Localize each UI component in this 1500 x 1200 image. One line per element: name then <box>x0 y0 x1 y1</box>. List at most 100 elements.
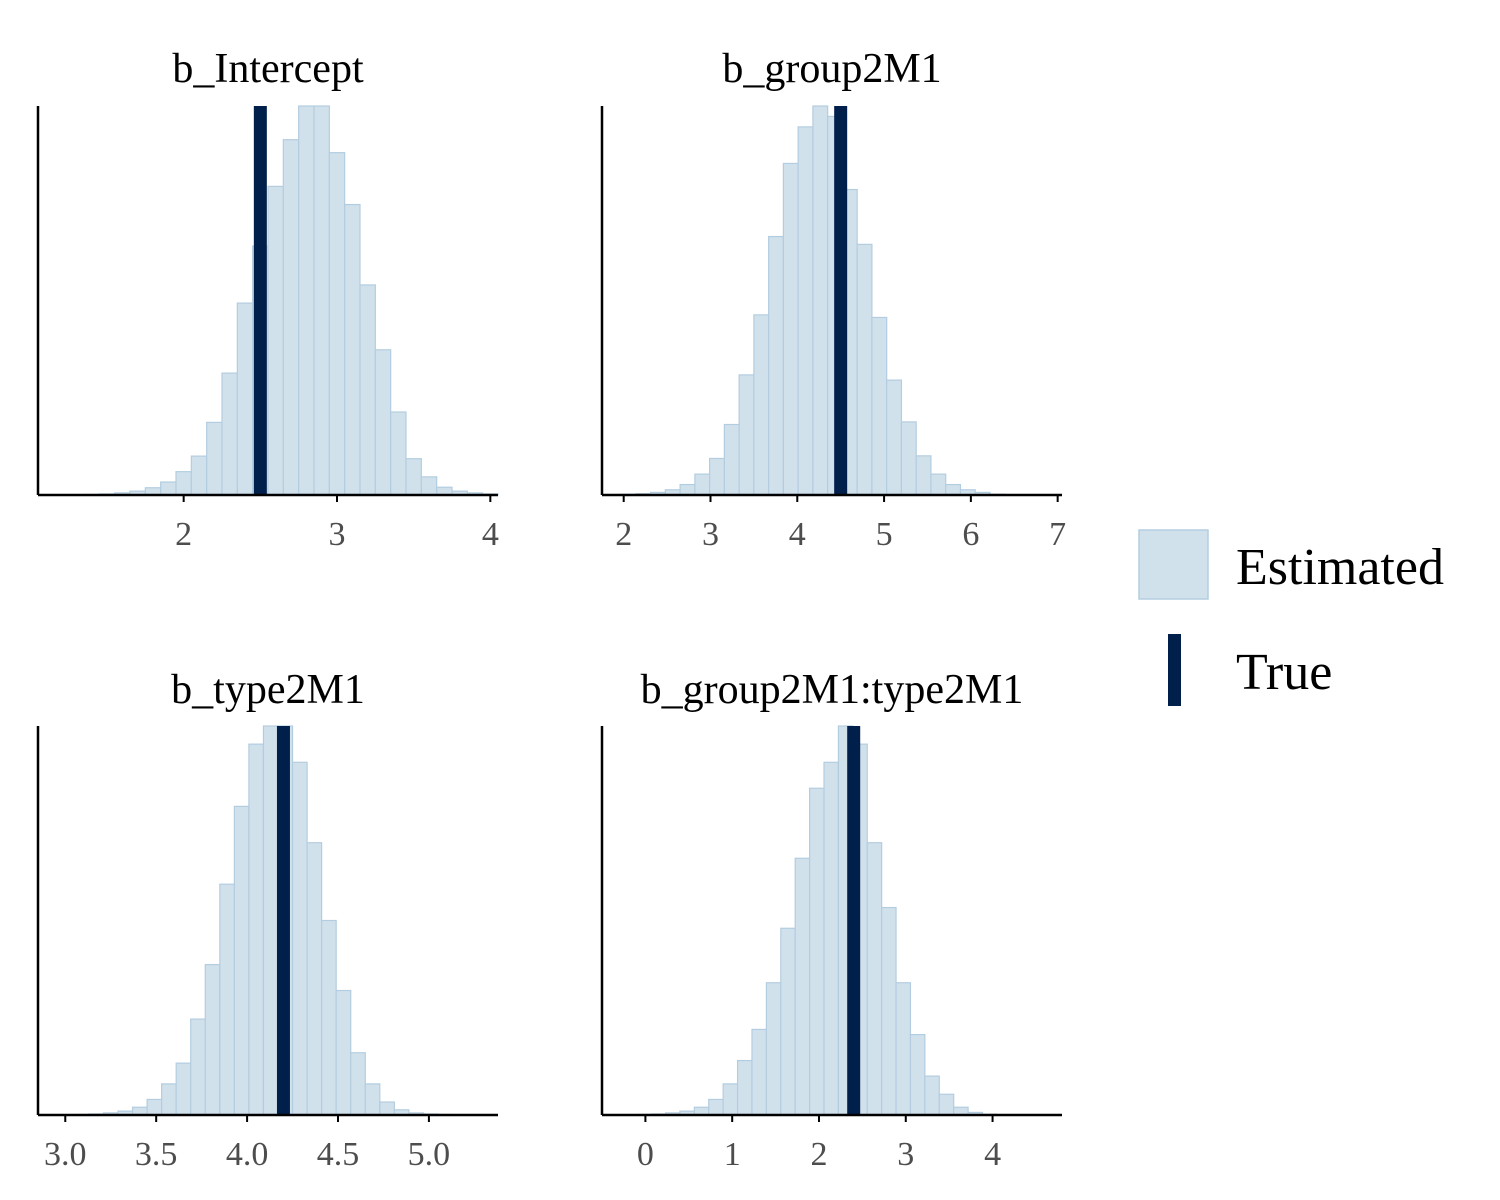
legend-true-swatch <box>1168 634 1181 706</box>
histogram-bar <box>736 1059 753 1116</box>
histogram-bars <box>636 725 998 1116</box>
panel-4: b_group2M1:type2M1 0 1 2 3 4 <box>600 667 1062 1173</box>
histogram-bar <box>405 458 422 496</box>
histogram-bar <box>768 235 784 496</box>
x-tick-label: 4.5 <box>317 1136 360 1173</box>
x-tick-label: 5 <box>876 516 893 553</box>
histogram-bar <box>866 842 883 1116</box>
x-tick-label: 2 <box>810 1136 827 1173</box>
histogram-bar <box>160 481 177 496</box>
histogram-bar <box>161 1083 177 1116</box>
histogram-bar <box>350 1052 366 1116</box>
histogram-bar <box>335 989 352 1116</box>
histogram-bar <box>930 473 947 496</box>
true-value-line <box>253 106 267 495</box>
x-tick-label: 0 <box>637 1136 654 1173</box>
histogram-bar <box>723 423 740 496</box>
histogram-bar <box>190 1018 206 1116</box>
histogram-bar <box>738 374 755 496</box>
histogram-bar <box>236 302 254 496</box>
histogram-bar <box>709 457 725 496</box>
x-tick-label: 4.0 <box>226 1136 269 1173</box>
histogram-bar <box>390 411 407 496</box>
histogram-bar <box>221 372 238 496</box>
histogram-bars <box>73 725 454 1116</box>
panel-3: b_type2M1 3.0 3.5 4.0 4.5 5.0 <box>36 667 498 1173</box>
histogram-bar <box>751 1028 767 1116</box>
histogram-bar <box>856 243 873 496</box>
histogram-bar <box>780 927 796 1116</box>
histogram-bar <box>938 1093 955 1116</box>
histogram-bar <box>219 883 235 1116</box>
x-tick-label: 2 <box>175 516 192 553</box>
panel-title: b_group2M1 <box>722 46 941 92</box>
histogram-bar <box>267 185 284 496</box>
histogram-bar <box>233 805 250 1116</box>
histogram-bar <box>765 982 782 1116</box>
histogram-bar <box>298 105 315 496</box>
histogram-bar <box>909 1034 926 1116</box>
histogram-bar <box>359 284 376 496</box>
histogram-bar <box>871 316 888 496</box>
x-tick-label: 4 <box>984 1136 1001 1173</box>
x-tick-label: 3 <box>329 516 346 553</box>
true-value-line <box>834 106 848 495</box>
x-tick-label: 2 <box>615 516 632 553</box>
x-tick-label: 3.0 <box>44 1136 87 1173</box>
x-tick-label: 1 <box>724 1136 741 1173</box>
x-tick-label: 4 <box>482 516 499 553</box>
x-tick-label: 5.0 <box>408 1136 451 1173</box>
histogram-bar <box>306 842 323 1116</box>
histogram-bar <box>722 1083 739 1116</box>
panel-title: b_type2M1 <box>171 667 365 713</box>
histogram-bar <box>190 455 208 496</box>
x-tick-label: 7 <box>1049 516 1066 553</box>
histogram-bar <box>379 1101 395 1116</box>
histogram-bar <box>753 314 770 496</box>
true-value-line <box>847 726 861 1115</box>
histogram-bar <box>204 963 221 1116</box>
histogram-bar <box>945 483 962 496</box>
histogram-bar <box>886 379 903 496</box>
histogram-bar <box>262 725 279 1116</box>
x-tick-label: 4 <box>789 516 806 553</box>
histogram-bar <box>175 1062 192 1116</box>
histogram-bar <box>900 421 917 496</box>
histogram-bar <box>823 761 840 1116</box>
legend-estimated-label: Estimated <box>1236 539 1444 596</box>
legend-true-label: True <box>1236 644 1332 701</box>
histogram-bar <box>364 1083 381 1116</box>
true-value-line <box>276 726 290 1115</box>
histogram-bar <box>679 483 696 496</box>
panels: b_Intercept 2 3 4 b_group2M1 2 3 4 5 6 7 b_type2M1 3… <box>36 46 1066 1173</box>
histogram-bar <box>282 139 300 496</box>
histogram-bars <box>605 105 1006 496</box>
histogram-bar <box>708 1098 724 1116</box>
legend-estimated-swatch <box>1138 529 1209 600</box>
x-tick-label: 3 <box>702 516 719 553</box>
x-tick-label: 3.5 <box>135 1136 178 1173</box>
x-tick-label: 3 <box>897 1136 914 1173</box>
panel-title: b_Intercept <box>172 46 364 92</box>
histogram-bar <box>146 1098 163 1116</box>
histogram-bar <box>809 787 825 1116</box>
histogram-bar <box>321 919 337 1116</box>
histogram-bar <box>344 203 361 496</box>
histogram-bar <box>881 906 897 1116</box>
histogram-bar <box>206 421 223 496</box>
histogram-bar <box>782 162 799 496</box>
histogram-bar <box>313 105 330 496</box>
histogram-bar <box>797 126 814 496</box>
histogram-bar <box>291 761 308 1116</box>
panel-1: b_Intercept 2 3 4 <box>36 46 499 553</box>
histogram-bar <box>694 473 711 496</box>
legend: Estimated True <box>1138 529 1444 706</box>
histogram-bar <box>328 152 346 496</box>
histogram-bar <box>248 743 265 1116</box>
histogram-bar <box>420 476 438 496</box>
histogram-bar <box>812 105 829 496</box>
histogram-bar <box>175 471 192 496</box>
histogram-bar <box>924 1075 940 1116</box>
panel-title: b_group2M1:type2M1 <box>641 667 1024 713</box>
